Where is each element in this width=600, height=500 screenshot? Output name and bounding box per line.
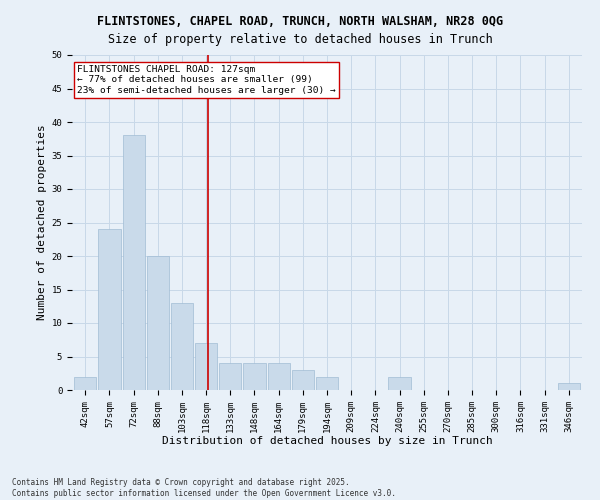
Text: FLINTSTONES, CHAPEL ROAD, TRUNCH, NORTH WALSHAM, NR28 0QG: FLINTSTONES, CHAPEL ROAD, TRUNCH, NORTH … [97, 15, 503, 28]
Bar [268, 363, 290, 390]
Bar [557, 384, 580, 390]
Y-axis label: Number of detached properties: Number of detached properties [37, 124, 47, 320]
Bar [316, 376, 338, 390]
Bar [244, 363, 266, 390]
Text: Contains HM Land Registry data © Crown copyright and database right 2025.
Contai: Contains HM Land Registry data © Crown c… [12, 478, 396, 498]
Bar [122, 136, 145, 390]
Text: FLINTSTONES CHAPEL ROAD: 127sqm
← 77% of detached houses are smaller (99)
23% of: FLINTSTONES CHAPEL ROAD: 127sqm ← 77% of… [77, 65, 336, 95]
Bar [146, 256, 169, 390]
Text: Size of property relative to detached houses in Trunch: Size of property relative to detached ho… [107, 32, 493, 46]
Bar [98, 229, 121, 390]
Bar [195, 343, 217, 390]
Bar [74, 376, 97, 390]
Bar [292, 370, 314, 390]
X-axis label: Distribution of detached houses by size in Trunch: Distribution of detached houses by size … [161, 436, 493, 446]
Bar [219, 363, 241, 390]
Bar [171, 303, 193, 390]
Bar [388, 376, 410, 390]
